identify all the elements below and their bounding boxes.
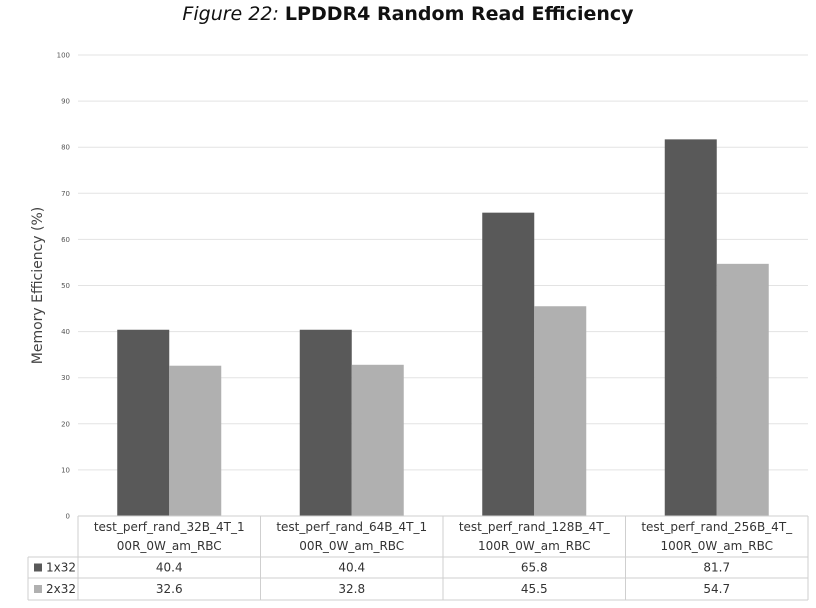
y-tick-label: 100 bbox=[57, 52, 70, 60]
y-tick-label: 80 bbox=[61, 144, 70, 152]
x-tick-label: 00R_0W_am_RBC bbox=[299, 539, 404, 553]
legend-key-1x32 bbox=[34, 563, 42, 572]
y-tick-label: 90 bbox=[61, 98, 70, 106]
series-name: 1x32 bbox=[46, 561, 76, 575]
bar-2x32-2 bbox=[351, 364, 404, 516]
chart-title-text: LPDDR4 Random Read Efficiency bbox=[284, 3, 634, 25]
data-label: 40.4 bbox=[338, 561, 365, 575]
x-tick-label: test_perf_rand_32B_4T_1 bbox=[94, 520, 245, 534]
figure-number: Figure 22: bbox=[182, 3, 279, 25]
y-tick-label: 50 bbox=[61, 282, 70, 290]
x-tick-label: test_perf_rand_128B_4T_ bbox=[459, 520, 611, 534]
y-tick-label: 0 bbox=[66, 513, 70, 521]
bar-2x32-1 bbox=[169, 365, 222, 516]
series-name: 2x32 bbox=[46, 582, 76, 596]
x-tick-label: test_perf_rand_256B_4T_ bbox=[641, 520, 793, 534]
bar-2x32-3 bbox=[534, 306, 587, 516]
bar-1x32-3 bbox=[482, 212, 535, 517]
chart-title: Figure 22: LPDDR4 Random Read Efficiency bbox=[0, 3, 816, 25]
bar-1x32-1 bbox=[117, 329, 170, 516]
bar-2x32-4 bbox=[716, 263, 769, 516]
data-label: 54.7 bbox=[703, 582, 730, 596]
data-label: 40.4 bbox=[156, 561, 183, 575]
bar-1x32-2 bbox=[299, 329, 352, 516]
y-tick-label: 30 bbox=[61, 374, 70, 382]
data-label: 32.8 bbox=[338, 582, 365, 596]
x-tick-label: 00R_0W_am_RBC bbox=[117, 539, 222, 553]
data-label: 81.7 bbox=[703, 561, 730, 575]
y-tick-label: 20 bbox=[61, 420, 70, 428]
y-tick-label: 40 bbox=[61, 328, 70, 336]
x-tick-label: 100R_0W_am_RBC bbox=[478, 539, 591, 553]
data-label: 45.5 bbox=[521, 582, 548, 596]
y-tick-label: 10 bbox=[61, 466, 70, 474]
data-label: 65.8 bbox=[521, 561, 548, 575]
data-label: 32.6 bbox=[156, 582, 183, 596]
y-tick-label: 70 bbox=[61, 190, 70, 198]
y-tick-label: 60 bbox=[61, 236, 70, 244]
y-axis-label: Memory Efficiency (%) bbox=[30, 207, 46, 365]
x-tick-label: test_perf_rand_64B_4T_1 bbox=[276, 520, 427, 534]
bar-1x32-4 bbox=[664, 139, 717, 516]
x-tick-label: 100R_0W_am_RBC bbox=[660, 539, 773, 553]
legend-key-2x32 bbox=[34, 585, 42, 593]
